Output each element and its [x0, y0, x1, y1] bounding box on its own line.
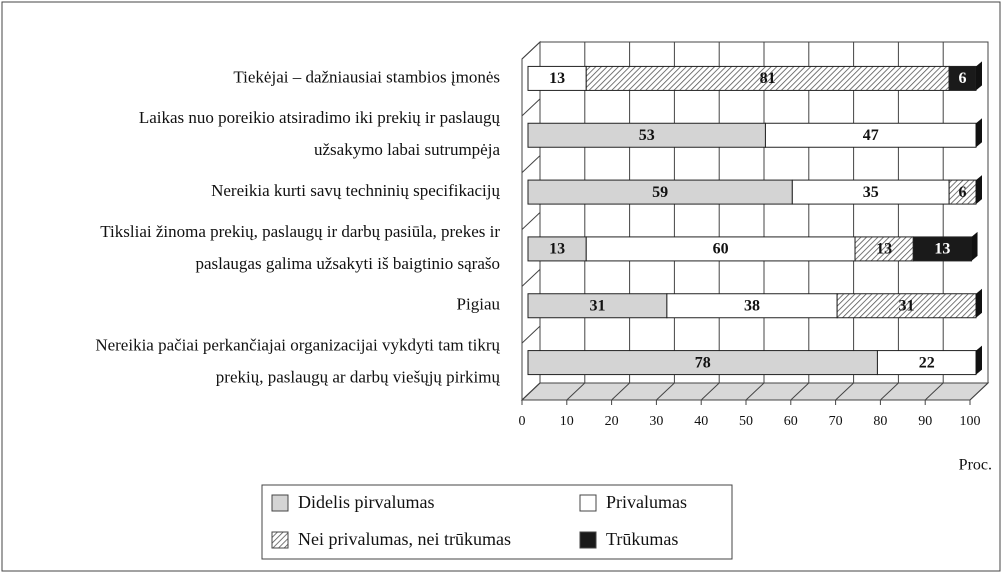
category-label: Tiksliai žinoma prekių, paslaugų ir darb… — [100, 222, 500, 241]
legend-label: Privalumas — [606, 492, 687, 512]
data-label: 31 — [589, 297, 605, 314]
x-tick-label: 100 — [960, 414, 981, 429]
data-label: 59 — [652, 184, 668, 201]
data-label: 31 — [899, 297, 915, 314]
row-divider — [521, 325, 541, 344]
data-label: 78 — [695, 354, 711, 371]
floor-grid-line — [700, 382, 720, 401]
bar-end — [976, 345, 982, 375]
x-tick-label: 50 — [739, 414, 753, 429]
data-label: 35 — [863, 184, 879, 201]
data-label: 60 — [713, 241, 729, 258]
floor-grid-line — [611, 382, 630, 401]
row-divider — [521, 155, 541, 174]
category-label: Tiekėjai – dažniausiai stambios įmonės — [233, 67, 500, 86]
legend-label: Nei privalumas, nei trūkumas — [298, 529, 511, 549]
legend-label: Didelis pirvalumas — [298, 492, 434, 512]
category-label: prekių, paslaugų ar darbų viešųjų pirkim… — [216, 367, 501, 386]
floor-grid-line — [745, 382, 765, 401]
category-label: Nereikia pačiai perkančiajai organizacij… — [95, 335, 500, 354]
x-tick-label: 90 — [918, 414, 932, 429]
floor-grid-line — [835, 382, 854, 401]
x-tick-label: 0 — [519, 414, 526, 429]
data-label: 22 — [919, 354, 935, 371]
floor-grid-line — [521, 382, 541, 401]
bar-segment — [836, 293, 977, 319]
data-label: 38 — [744, 297, 760, 314]
bar-segment — [764, 122, 977, 148]
x-tick-label: 80 — [873, 414, 887, 429]
data-label: 81 — [760, 70, 776, 87]
row-divider — [521, 268, 541, 287]
data-label: 13 — [549, 241, 565, 258]
data-label: 47 — [863, 127, 879, 144]
row-divider — [521, 41, 541, 60]
x-tick-label: 60 — [784, 414, 798, 429]
legend-swatch — [271, 531, 289, 549]
bar-segment — [912, 236, 973, 262]
row-divider — [521, 212, 541, 230]
floor-grid-line — [880, 382, 899, 401]
bar-segment — [948, 179, 977, 205]
x-tick-label: 20 — [605, 414, 619, 429]
legend-swatch — [579, 531, 597, 549]
data-label: 13 — [934, 241, 950, 258]
data-label: 13 — [876, 241, 892, 258]
data-label: 6 — [959, 70, 967, 87]
x-tick-label: 40 — [694, 414, 708, 429]
floor-grid-line — [969, 382, 989, 401]
bar-end — [971, 231, 978, 261]
bar-end — [976, 61, 982, 91]
bar-segment — [948, 65, 977, 91]
floor-grid-line — [790, 382, 810, 401]
data-label: 6 — [959, 184, 967, 201]
category-label: Pigiau — [457, 295, 501, 314]
row-divider — [521, 98, 541, 117]
floor-grid-line — [924, 382, 944, 401]
bar-end — [976, 175, 982, 205]
bar-segment — [585, 236, 856, 262]
data-label: 53 — [639, 127, 655, 144]
floor-grid-line — [566, 382, 586, 401]
legend — [261, 484, 733, 560]
floor-grid-line — [656, 382, 675, 401]
x-tick-label: 10 — [560, 414, 574, 429]
x-tick-label: 30 — [649, 414, 663, 429]
category-label: paslaugas galima užsakyti iš baigtinio s… — [195, 254, 500, 273]
category-label: užsakymo labai sutrumpėja — [314, 140, 500, 159]
bar-segment — [527, 179, 793, 205]
category-label: Nereikia kurti savų techninių specifikac… — [211, 181, 500, 200]
x-axis-label: Proc. — [959, 457, 992, 474]
bar-end — [976, 118, 982, 148]
legend-swatch — [579, 494, 597, 512]
bar-segment — [666, 293, 838, 319]
category-label: Laikas nuo poreikio atsiradimo iki preki… — [139, 108, 501, 127]
bar-end — [976, 288, 982, 318]
bar-segment — [876, 350, 977, 376]
legend-label: Trūkumas — [606, 529, 678, 549]
bar-segment — [585, 65, 950, 91]
x-tick-label: 70 — [829, 414, 843, 429]
legend-swatch — [271, 494, 289, 512]
bar-segment — [854, 236, 914, 262]
data-label: 13 — [549, 70, 565, 87]
bar-segment — [527, 293, 668, 319]
bar-segment — [527, 236, 587, 262]
